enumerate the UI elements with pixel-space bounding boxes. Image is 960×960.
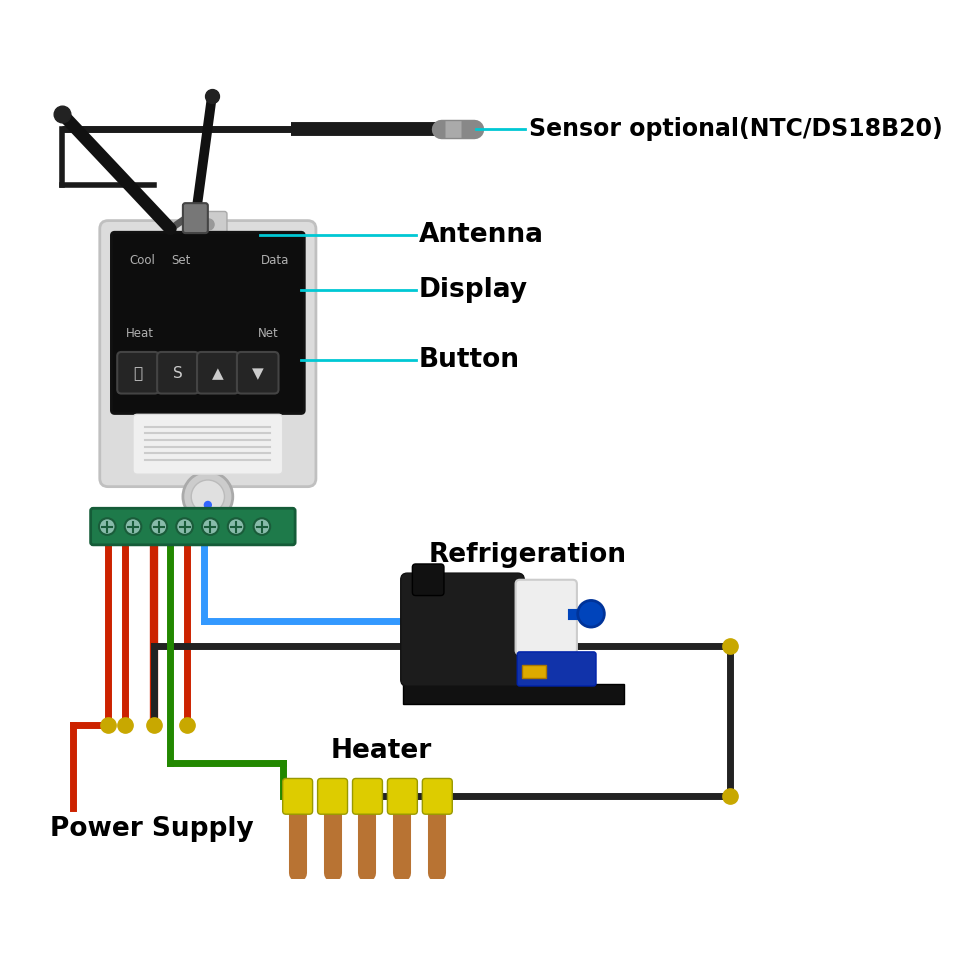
Circle shape xyxy=(125,518,141,535)
FancyBboxPatch shape xyxy=(133,415,282,474)
Circle shape xyxy=(253,518,270,535)
Text: Display: Display xyxy=(419,277,528,303)
Circle shape xyxy=(191,480,225,514)
Circle shape xyxy=(151,518,167,535)
Text: Net: Net xyxy=(257,327,278,340)
Circle shape xyxy=(183,471,232,521)
FancyBboxPatch shape xyxy=(189,211,227,237)
Text: ⏻: ⏻ xyxy=(133,366,143,381)
FancyBboxPatch shape xyxy=(388,779,418,814)
Bar xyxy=(403,684,624,705)
FancyBboxPatch shape xyxy=(413,564,444,595)
FancyBboxPatch shape xyxy=(282,779,313,814)
FancyBboxPatch shape xyxy=(318,779,348,814)
Circle shape xyxy=(202,518,219,535)
Text: Button: Button xyxy=(419,348,520,373)
Circle shape xyxy=(228,518,245,535)
FancyBboxPatch shape xyxy=(117,352,158,394)
FancyBboxPatch shape xyxy=(237,352,278,394)
Circle shape xyxy=(204,501,212,509)
Circle shape xyxy=(177,518,193,535)
Circle shape xyxy=(99,518,115,535)
Text: Data: Data xyxy=(261,253,289,267)
FancyBboxPatch shape xyxy=(100,221,316,487)
FancyBboxPatch shape xyxy=(183,204,208,233)
Text: Heater: Heater xyxy=(331,738,432,764)
Circle shape xyxy=(578,600,605,627)
Text: Antenna: Antenna xyxy=(419,222,544,248)
Text: Heat: Heat xyxy=(127,327,155,340)
Text: Power Supply: Power Supply xyxy=(50,816,253,842)
FancyBboxPatch shape xyxy=(516,580,577,655)
FancyBboxPatch shape xyxy=(157,352,199,394)
Text: Set: Set xyxy=(171,253,191,267)
Text: Sensor optional(NTC/DS18B20): Sensor optional(NTC/DS18B20) xyxy=(529,117,943,141)
Text: ▼: ▼ xyxy=(252,366,264,381)
Text: ▲: ▲ xyxy=(212,366,224,381)
FancyBboxPatch shape xyxy=(400,573,524,686)
Text: S: S xyxy=(173,366,182,381)
FancyBboxPatch shape xyxy=(90,508,295,545)
FancyBboxPatch shape xyxy=(517,652,596,686)
FancyBboxPatch shape xyxy=(197,352,239,394)
FancyBboxPatch shape xyxy=(522,665,545,679)
Text: Cool: Cool xyxy=(130,253,156,267)
Text: Refrigeration: Refrigeration xyxy=(428,541,626,567)
FancyBboxPatch shape xyxy=(111,232,304,414)
FancyBboxPatch shape xyxy=(422,779,452,814)
FancyBboxPatch shape xyxy=(352,779,382,814)
